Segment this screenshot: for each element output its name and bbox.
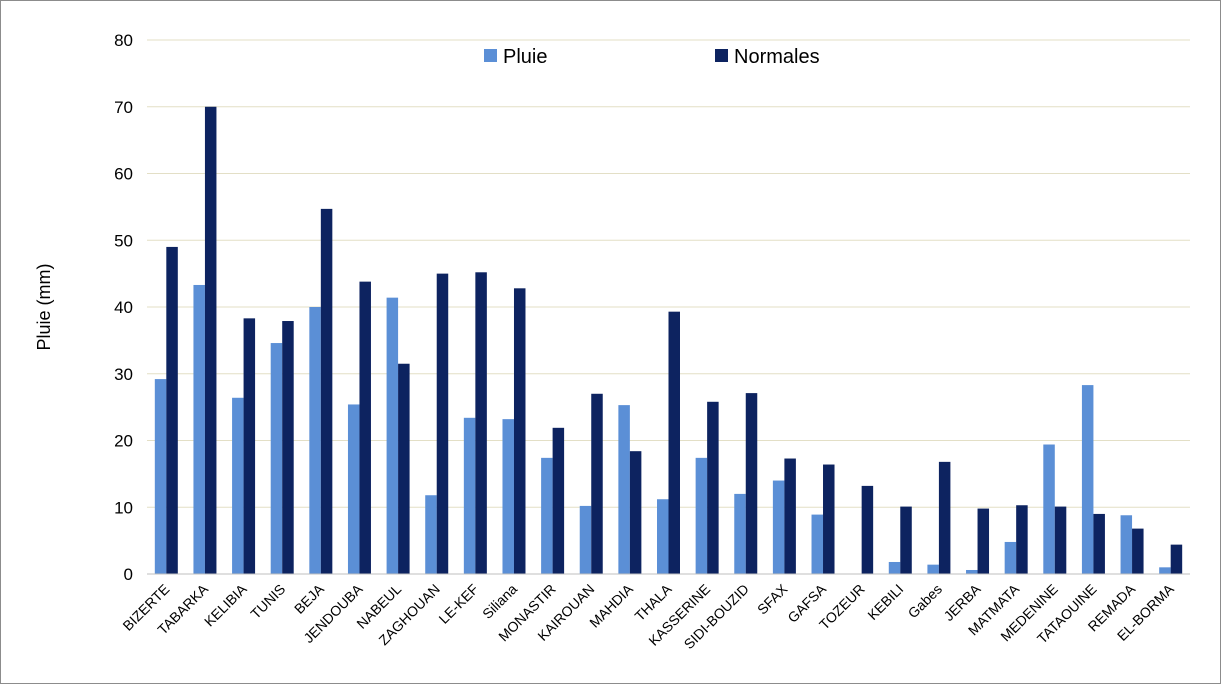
bar-normales-bizerte [166,246,178,575]
bar-pluie-tabarka [193,284,205,574]
bar-pluie-tunis [270,343,283,574]
bar-normales-le-kef [475,272,487,574]
y-tick-label: 80 [114,31,133,50]
bar-pluie-beja [309,307,321,574]
bar-normales-zaghouan [436,273,449,574]
bar-pluie-gafsa [811,514,824,574]
bar-pluie-kebili [888,561,901,574]
bar-normales-sfax [784,458,796,574]
bar-pluie-nabeul [386,297,399,574]
bar-normales-gabes [938,461,951,574]
bar-normales-jendouba [359,281,371,574]
bar-pluie-sfax [772,480,785,574]
bar-pluie-monastir [541,457,553,574]
bar-normales-sidi-bouzid [745,393,758,574]
y-tick-label: 30 [114,365,133,384]
bar-pluie-matmata [1004,541,1017,574]
bar-normales-monastir [552,427,565,574]
bar-pluie-sidi-bouzid [734,493,746,574]
bar-normales-medenine [1054,506,1067,574]
bar-normales-gafsa [823,464,835,574]
bar-normales-tataouine [1093,513,1105,574]
legend: Pluie Normales [484,46,820,68]
bar-pluie-kairouan [579,505,592,574]
bar-normales-thala [668,311,680,574]
x-tick-label: Gabes [905,581,945,621]
bar-normales-nabeul [398,363,410,574]
bar-pluie-jendouba [347,404,360,574]
bar-normales-kelibia [243,318,256,574]
bar-pluie-zaghouan [425,495,437,574]
bar-pluie-gabes [927,564,939,574]
x-tick-label: MAHDIA [586,580,636,630]
y-axis-ticks: 0 10 20 30 40 50 60 70 80 [114,31,133,584]
bar-normales-siliana [513,288,526,574]
bar-normales-matmata [1016,505,1028,574]
bar-pluie-le-kef [463,417,476,574]
bar-pluie-remada [1120,515,1133,574]
bar-normales-kasserine [707,401,719,574]
x-tick-label: KEBILI [864,581,906,623]
bar-normales-beja [320,208,333,574]
y-tick-label: 20 [114,432,133,451]
bar-normales-kairouan [591,393,603,574]
bar-pluie-thala [657,499,669,574]
y-tick-label: 70 [114,98,133,117]
bar-normales-tabarka [204,106,217,574]
bar-normales-jerba [977,508,990,574]
x-tick-label: LE-KEF [436,581,482,627]
x-tick-label: KELIBIA [201,580,250,629]
bar-normales-tozeur [861,485,874,574]
x-tick-label: TUNIS [247,581,288,622]
legend-label-normales: Normales [734,46,820,68]
bar-pluie-siliana [502,419,514,574]
bar-normales-kebili [900,506,912,574]
bar-pluie-kasserine [695,457,708,574]
bar-pluie-tataouine [1081,385,1094,574]
bar-pluie-kelibia [232,397,244,574]
bar-normales-remada [1132,528,1144,574]
legend-swatch-normales [715,49,728,62]
bar-pluie-el-borma [1159,567,1171,574]
y-axis-title: Pluie (mm) [34,263,54,350]
y-tick-label: 60 [114,165,133,184]
bar-normales-mahdia [629,451,642,574]
y-tick-label: 0 [124,565,133,584]
y-tick-label: 50 [114,231,133,250]
bars [154,106,1183,575]
x-tick-label: BEJA [291,580,328,617]
legend-swatch-pluie [484,49,497,62]
bar-pluie-jerba [966,569,978,574]
bar-pluie-bizerte [154,379,167,574]
bar-pluie-mahdia [618,405,630,574]
y-tick-label: 10 [114,498,133,517]
legend-label-pluie: Pluie [503,46,547,68]
bar-normales-el-borma [1170,544,1183,574]
y-tick-label: 40 [114,298,133,317]
bar-normales-tunis [282,321,294,574]
bar-pluie-medenine [1043,444,1055,574]
